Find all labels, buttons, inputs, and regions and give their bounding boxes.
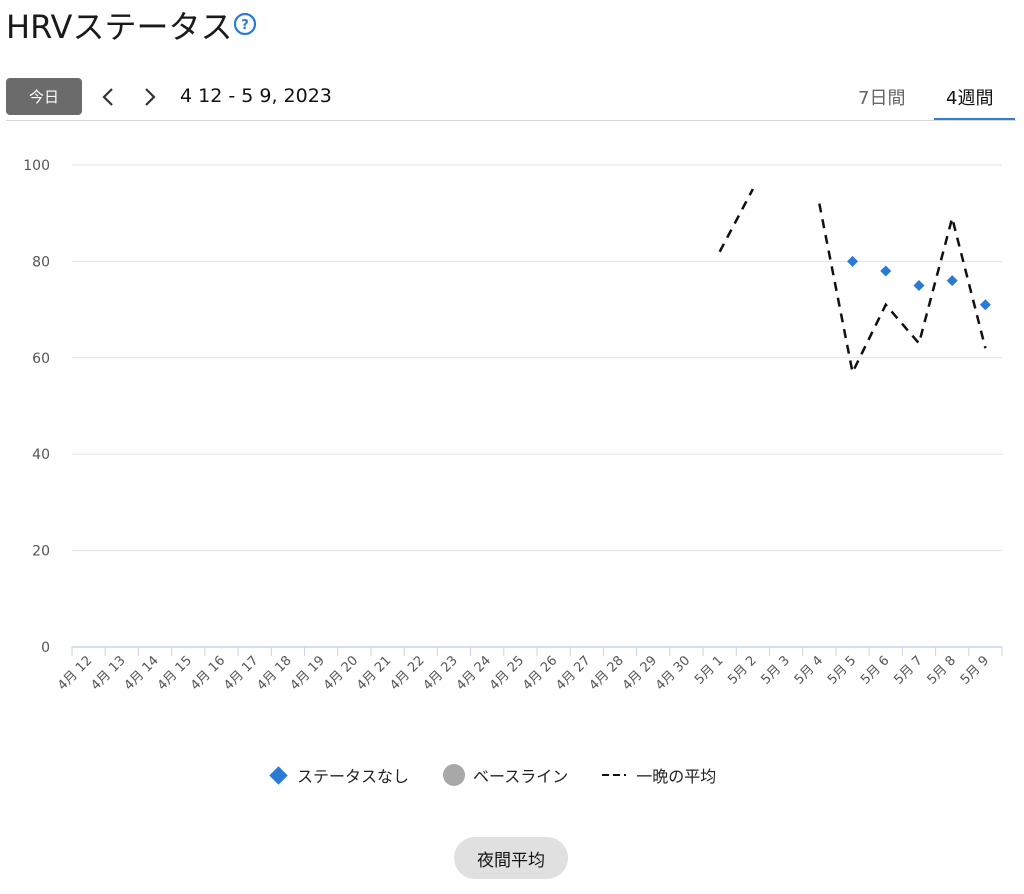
tab-4-weeks[interactable]: 4週間: [946, 88, 994, 109]
x-tick-label: 4月 30: [653, 653, 693, 693]
x-tick-label: 5月 4: [792, 653, 826, 687]
data-point-diamond: [913, 280, 925, 291]
x-tick-label: 4月 26: [520, 653, 560, 693]
x-tick-label: 4月 13: [88, 653, 128, 693]
x-tick-label: 4月 22: [387, 653, 427, 693]
series-line: [718, 188, 754, 253]
data-point-diamond: [979, 299, 991, 311]
x-tick-label: 4月 20: [321, 653, 361, 693]
y-tick-label: 0: [41, 640, 50, 656]
dashed-line-icon: [602, 774, 627, 776]
today-button[interactable]: 今日: [6, 78, 82, 115]
x-tick-label: 4月 17: [221, 653, 261, 693]
y-tick-label: 40: [32, 447, 50, 463]
legend-label: ベースライン: [473, 767, 569, 786]
overnight-average-button[interactable]: 夜間平均: [454, 837, 568, 879]
x-tick-label: 4月 14: [122, 653, 162, 693]
legend-label: 一晩の平均: [636, 767, 717, 786]
data-point-diamond: [946, 275, 958, 287]
x-tick-label: 4月 25: [487, 653, 527, 693]
header-divider: [6, 120, 1016, 121]
x-tick-label: 4月 18: [254, 653, 294, 693]
y-tick-label: 20: [32, 544, 50, 560]
help-icon[interactable]: ?: [233, 12, 257, 36]
series-line: [818, 203, 987, 377]
legend-item-no-status[interactable]: ステータスなし: [266, 763, 409, 787]
x-tick-label: 5月 9: [958, 653, 992, 687]
x-tick-label: 5月 2: [725, 653, 759, 687]
x-tick-label: 4月 16: [188, 653, 228, 693]
legend: ステータスなし ベースライン 一晩の平均: [266, 762, 750, 788]
circle-icon: [443, 764, 466, 786]
legend-label: ステータスなし: [297, 767, 410, 786]
chevron-right-icon[interactable]: [140, 84, 160, 110]
x-tick-label: 4月 19: [288, 653, 328, 693]
legend-item-baseline[interactable]: ベースライン: [443, 763, 568, 787]
chevron-left-icon[interactable]: [98, 84, 118, 110]
x-tick-label: 4月 12: [55, 653, 95, 693]
x-tick-label: 5月 6: [858, 653, 892, 687]
date-range: 4 12 - 5 9, 2023: [180, 85, 332, 107]
page-title: HRVステータス: [6, 8, 233, 46]
x-tick-label: 5月 7: [891, 653, 925, 687]
diamond-icon: [269, 765, 288, 785]
x-tick-label: 4月 24: [454, 653, 494, 693]
x-tick-label: 4月 29: [620, 653, 660, 693]
y-tick-label: 80: [32, 254, 50, 270]
data-point-diamond: [880, 265, 892, 277]
x-tick-label: 5月 5: [825, 653, 859, 687]
y-tick-label: 60: [32, 351, 50, 367]
x-tick-label: 4月 28: [587, 653, 627, 693]
active-tab-indicator: [934, 118, 1015, 121]
tab-7-days[interactable]: 7日間: [858, 88, 906, 109]
x-tick-label: 4月 23: [421, 653, 461, 693]
x-tick-label: 5月 8: [925, 653, 959, 687]
x-tick-label: 5月 1: [692, 653, 726, 687]
x-tick-label: 4月 27: [553, 653, 593, 693]
x-tick-label: 4月 21: [354, 653, 394, 693]
svg-text:?: ?: [241, 18, 249, 33]
y-tick-label: 100: [23, 158, 50, 174]
legend-item-overnight-average[interactable]: 一晩の平均: [602, 763, 716, 787]
x-tick-label: 5月 3: [759, 653, 793, 687]
x-tick-label: 4月 15: [155, 653, 195, 693]
data-point-diamond: [847, 255, 859, 267]
